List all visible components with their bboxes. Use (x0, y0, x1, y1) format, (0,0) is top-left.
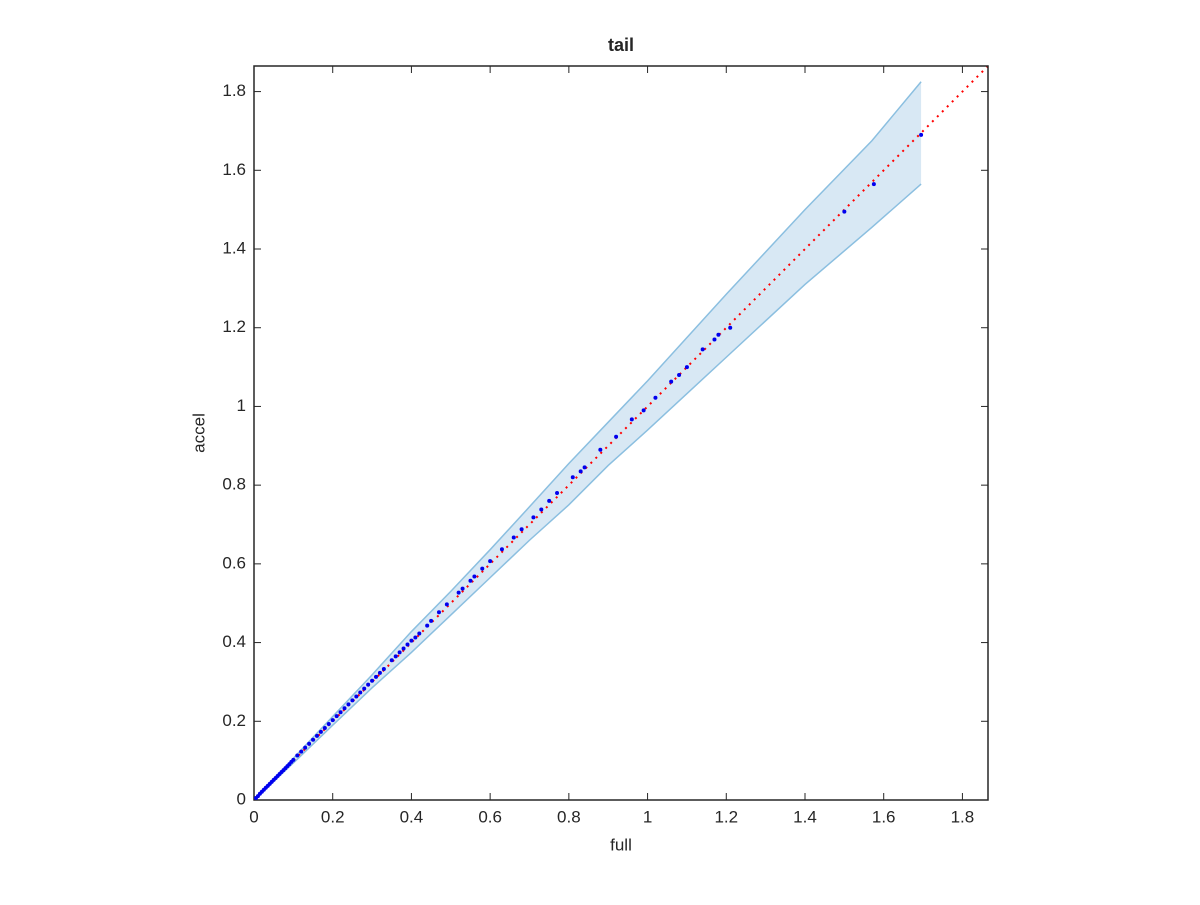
data-point (728, 325, 733, 330)
x-tick-label: 1.8 (951, 807, 975, 826)
y-tick-label: 0.8 (222, 475, 246, 494)
data-point (370, 678, 375, 683)
data-point (472, 574, 477, 579)
data-point (322, 725, 327, 730)
data-point (677, 372, 682, 377)
data-point (374, 674, 379, 679)
data-point (456, 590, 461, 595)
data-point (405, 642, 410, 647)
x-axis-label: full (610, 835, 632, 854)
data-point (401, 646, 406, 651)
x-tick-label: 1.6 (872, 807, 896, 826)
x-tick-label: 1 (643, 807, 652, 826)
x-tick-label: 0.6 (478, 807, 502, 826)
data-point (311, 737, 316, 742)
y-tick-label: 0 (237, 789, 246, 808)
band-upper (253, 81, 922, 801)
data-point (871, 182, 876, 187)
data-point (330, 718, 335, 723)
data-point (350, 698, 355, 703)
data-point (338, 710, 343, 715)
data-point (614, 434, 619, 439)
data-point (582, 465, 587, 470)
data-point (480, 566, 485, 571)
data-point (598, 447, 603, 452)
y-tick-label: 1.6 (222, 160, 246, 179)
y-tick-label: 1 (237, 396, 246, 415)
data-point (354, 694, 359, 699)
x-tick-label: 0.8 (557, 807, 581, 826)
data-point (531, 515, 536, 520)
data-point (488, 559, 493, 564)
data-point (570, 475, 575, 480)
data-point (295, 753, 300, 758)
data-point (842, 209, 847, 214)
data-point (555, 491, 560, 496)
data-point (362, 686, 367, 691)
data-point (409, 638, 414, 643)
x-tick-label: 0.4 (400, 807, 424, 826)
data-point (460, 586, 465, 591)
data-point (413, 635, 418, 640)
data-point (436, 610, 441, 615)
data-point (539, 507, 544, 512)
y-tick-label: 0.2 (222, 711, 246, 730)
y-axis-label: accel (189, 413, 208, 453)
data-point (358, 690, 363, 695)
data-point (629, 417, 634, 422)
data-point (397, 650, 402, 655)
data-point (377, 670, 382, 675)
data-point (700, 347, 705, 352)
data-point (291, 757, 296, 762)
data-point (468, 578, 473, 583)
data-point (684, 365, 689, 370)
reference-line (253, 65, 989, 801)
data-point (417, 631, 422, 636)
y-tick-label: 0.4 (222, 632, 246, 651)
data-point (318, 729, 323, 734)
y-tick-label: 1.2 (222, 317, 246, 336)
data-point (919, 132, 924, 137)
chart-title: tail (608, 35, 634, 55)
data-point (444, 602, 449, 607)
data-point (511, 535, 516, 540)
data-point (578, 469, 583, 474)
data-point (326, 722, 331, 727)
y-tick-label: 1.8 (222, 81, 246, 100)
data-point (381, 666, 386, 671)
x-tick-label: 1.4 (793, 807, 817, 826)
data-point (653, 395, 658, 400)
data-point (307, 741, 312, 746)
data-point (716, 332, 721, 337)
data-point (519, 527, 524, 532)
data-point (547, 498, 552, 503)
data-point (334, 714, 339, 719)
data-point (314, 733, 319, 738)
data-point (389, 658, 394, 663)
y-tick-label: 1.4 (222, 238, 246, 257)
x-tick-label: 0.2 (321, 807, 345, 826)
data-point (303, 745, 308, 750)
data-point (712, 337, 717, 342)
x-tick-label: 0 (249, 807, 258, 826)
y-tick-label: 0.6 (222, 553, 246, 572)
axes-box (253, 65, 989, 801)
band-lower (253, 183, 922, 801)
data-point (299, 749, 304, 754)
data-point (641, 408, 646, 413)
data-point (346, 702, 351, 707)
data-point (393, 654, 398, 659)
data-point (425, 623, 430, 628)
data-point (342, 706, 347, 711)
data-point (499, 547, 504, 552)
data-point (366, 682, 371, 687)
data-point (429, 618, 434, 623)
x-tick-label: 1.2 (714, 807, 738, 826)
data-point (669, 379, 674, 384)
